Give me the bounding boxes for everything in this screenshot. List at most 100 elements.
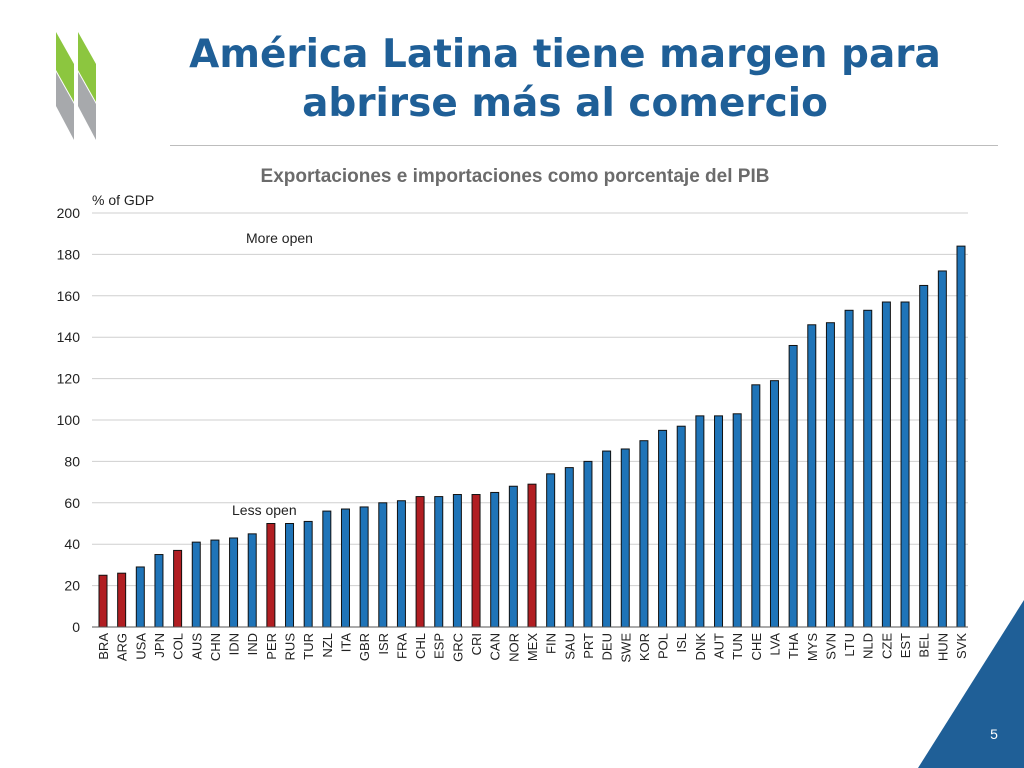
x-tick-label: FRA [394,633,409,659]
x-tick-label: GRC [450,633,465,662]
x-tick-label: MYS [805,633,820,662]
y-tick-label: 20 [64,578,80,594]
x-tick-label: JPN [152,633,167,658]
bar-tun [732,413,742,628]
x-tick-label: USA [133,633,148,660]
bar-aut [714,415,724,628]
bar-gbr [359,506,369,628]
x-tick-label: HUN [935,633,950,661]
slide-title-line2: abrirse más al comercio [302,81,828,126]
x-tick-label: KOR [637,633,652,661]
slide-title-line1: América Latina tiene margen para [189,32,941,77]
bar-sau [564,467,574,628]
bar-jpn [154,554,164,628]
x-tick-label: CAN [488,633,503,660]
y-tick-label: 0 [72,619,80,635]
bar-isr [378,502,388,628]
x-tick-label: ISR [376,633,391,655]
annotation-more-open: More open [246,230,313,246]
bar-rus [285,523,295,628]
bar-arg [117,572,127,628]
x-tick-label: CRI [469,633,484,655]
x-tick-label: AUS [189,633,204,660]
bar-bel [919,284,929,628]
x-tick-label: ESP [432,633,447,659]
x-tick-label: AUT [712,633,727,659]
bar-isl [676,425,686,628]
x-tick-label: FIN [544,633,559,654]
y-tick-label: 120 [57,371,81,387]
bar-col [173,549,183,628]
x-tick-label: IND [245,633,260,655]
bar-che [751,384,761,628]
x-tick-label: DNK [693,633,708,661]
bar-deu [602,450,612,628]
bar-can [490,491,500,628]
x-tick-label: BRA [96,633,111,660]
x-tick-label: SVK [954,633,969,659]
x-tick-label: CHE [749,633,764,661]
x-tick-label: SAU [562,633,577,660]
x-tick-label: NOR [506,633,521,662]
x-tick-label: CHN [208,633,223,661]
x-tick-label: GBR [357,633,372,661]
x-tick-label: IDN [227,633,242,655]
x-tick-label: NZL [320,633,335,658]
y-tick-label: 160 [57,288,81,304]
bar-nld [863,309,873,628]
bar-cze [881,301,891,628]
y-tick-label: 200 [57,205,81,221]
bar-svn [825,322,835,628]
bar-mys [807,324,817,628]
x-tick-label: MEX [525,633,540,662]
bar-tha [788,344,798,628]
logo-chevron-grey-left [56,72,74,140]
bar-nzl [322,510,332,628]
bar-hun [937,270,947,628]
bar-bra [98,574,108,628]
x-tick-label: PRT [581,633,596,659]
x-tick-label: CZE [879,633,894,659]
x-tick-label: RUS [283,633,298,661]
y-tick-label: 80 [64,453,80,469]
x-tick-label: ISL [674,633,689,653]
x-tick-label: EST [898,633,913,658]
page-number: 5 [990,726,998,742]
x-tick-label: POL [656,633,671,659]
y-tick-label: 40 [64,536,80,552]
x-tick-label: NLD [861,633,876,659]
bar-fin [546,473,556,628]
y-tick-label: 100 [57,412,81,428]
x-tick-label: BEL [917,633,932,658]
bar-ltu [844,309,854,628]
bar-per [266,523,276,628]
bar-usa [135,566,145,628]
x-tick-label: LVA [767,633,782,656]
x-tick-label: ITA [338,633,353,653]
x-tick-label: DEU [600,633,615,660]
bar-nor [508,485,518,628]
bar-pol [658,429,668,628]
bar-dnk [695,415,705,628]
bar-esp [434,496,444,628]
bar-svk [956,245,966,628]
bar-chn [210,539,220,628]
bar-fra [396,500,406,628]
oecd-logo [56,32,96,140]
bar-aus [191,541,201,628]
x-tick-label: LTU [842,633,857,657]
x-tick-label: THA [786,633,801,659]
y-tick-label: 140 [57,329,81,345]
y-tick-label: 180 [57,246,81,262]
y-tick-label: 60 [64,495,80,511]
bar-chl [415,496,425,628]
bar-mex [527,483,537,628]
bar-prt [583,460,593,628]
logo-chevron-grey-right [78,72,96,140]
bar-ind [247,533,257,628]
x-tick-label: PER [264,633,279,660]
bar-est [900,301,910,628]
bar-lva [769,380,779,628]
bar-grc [452,494,462,628]
bar-idn [229,537,239,628]
